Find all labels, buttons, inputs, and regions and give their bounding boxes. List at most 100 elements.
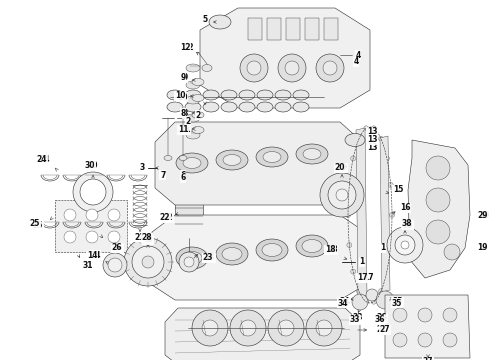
Text: 11: 11	[178, 126, 188, 135]
Circle shape	[443, 308, 457, 322]
Text: 13: 13	[367, 135, 377, 144]
Ellipse shape	[216, 243, 248, 265]
Text: 25: 25	[33, 220, 43, 230]
Text: 28: 28	[142, 234, 152, 243]
Circle shape	[345, 212, 350, 217]
Circle shape	[240, 54, 268, 82]
Ellipse shape	[176, 153, 208, 173]
Polygon shape	[267, 18, 281, 40]
Circle shape	[192, 310, 228, 346]
Text: 5: 5	[202, 15, 208, 24]
Text: 29: 29	[480, 211, 490, 220]
Text: 10: 10	[175, 91, 185, 100]
Text: 10: 10	[177, 93, 187, 102]
Polygon shape	[356, 128, 367, 297]
Ellipse shape	[256, 239, 288, 261]
Circle shape	[202, 320, 218, 336]
Text: 19: 19	[477, 243, 487, 252]
Ellipse shape	[192, 126, 204, 134]
Circle shape	[336, 189, 348, 201]
Text: 35: 35	[392, 298, 402, 307]
Text: 2: 2	[185, 117, 191, 126]
Ellipse shape	[303, 148, 321, 159]
Text: 12: 12	[180, 44, 190, 53]
Ellipse shape	[221, 102, 237, 112]
Circle shape	[376, 291, 394, 309]
Ellipse shape	[186, 114, 200, 122]
Ellipse shape	[183, 158, 201, 168]
Text: 1: 1	[380, 243, 386, 252]
Text: 36: 36	[375, 315, 385, 324]
Circle shape	[278, 54, 306, 82]
Text: 33: 33	[350, 315, 360, 324]
Circle shape	[86, 209, 98, 221]
Ellipse shape	[209, 15, 231, 29]
Circle shape	[371, 299, 376, 304]
Circle shape	[320, 173, 364, 217]
Text: 22: 22	[160, 213, 170, 222]
Ellipse shape	[192, 112, 204, 118]
Circle shape	[384, 269, 390, 274]
Text: 26: 26	[113, 243, 123, 252]
Polygon shape	[200, 8, 370, 108]
Text: 29: 29	[478, 211, 488, 220]
Text: 28: 28	[143, 235, 153, 244]
Circle shape	[418, 308, 432, 322]
Polygon shape	[385, 295, 470, 358]
Text: 38: 38	[403, 220, 413, 230]
Circle shape	[268, 310, 304, 346]
Text: 14: 14	[90, 251, 100, 260]
Ellipse shape	[275, 90, 291, 100]
Ellipse shape	[239, 90, 255, 100]
Ellipse shape	[257, 90, 273, 100]
Text: 5: 5	[202, 15, 208, 24]
Text: 9: 9	[180, 73, 186, 82]
Text: 16: 16	[400, 203, 410, 212]
Circle shape	[366, 289, 378, 301]
Circle shape	[351, 156, 356, 161]
Polygon shape	[248, 18, 262, 40]
Text: 23: 23	[205, 253, 215, 262]
Text: 4: 4	[353, 58, 359, 67]
Text: 35: 35	[393, 297, 403, 306]
Ellipse shape	[302, 239, 322, 252]
Text: 22: 22	[163, 213, 173, 222]
Text: 15: 15	[393, 185, 403, 194]
Ellipse shape	[182, 252, 202, 265]
Text: 6: 6	[180, 174, 186, 183]
Circle shape	[347, 183, 352, 188]
Circle shape	[352, 294, 368, 310]
Circle shape	[371, 126, 376, 131]
Circle shape	[357, 136, 362, 141]
Circle shape	[390, 212, 394, 217]
Circle shape	[179, 252, 199, 272]
Text: 31: 31	[83, 261, 93, 270]
Circle shape	[108, 209, 120, 221]
Text: 36: 36	[377, 314, 387, 323]
Circle shape	[426, 188, 450, 212]
Text: 17: 17	[357, 274, 368, 283]
Circle shape	[285, 61, 299, 75]
Circle shape	[357, 289, 362, 294]
Text: 7: 7	[160, 171, 166, 180]
Ellipse shape	[296, 235, 328, 257]
Text: 3: 3	[139, 163, 145, 172]
Circle shape	[364, 126, 368, 131]
Text: 4: 4	[355, 50, 361, 59]
Text: 31: 31	[83, 261, 93, 270]
Ellipse shape	[239, 102, 255, 112]
Text: 18: 18	[325, 246, 335, 255]
Text: 13: 13	[367, 127, 377, 136]
Text: 34: 34	[338, 298, 348, 307]
Ellipse shape	[202, 64, 212, 72]
Ellipse shape	[192, 78, 204, 85]
Circle shape	[306, 310, 342, 346]
Circle shape	[108, 258, 122, 272]
Ellipse shape	[262, 243, 282, 256]
Ellipse shape	[293, 90, 309, 100]
Text: 30: 30	[88, 161, 98, 170]
Circle shape	[124, 238, 172, 286]
Circle shape	[378, 289, 384, 294]
Circle shape	[347, 243, 352, 248]
Text: 24: 24	[40, 156, 50, 165]
